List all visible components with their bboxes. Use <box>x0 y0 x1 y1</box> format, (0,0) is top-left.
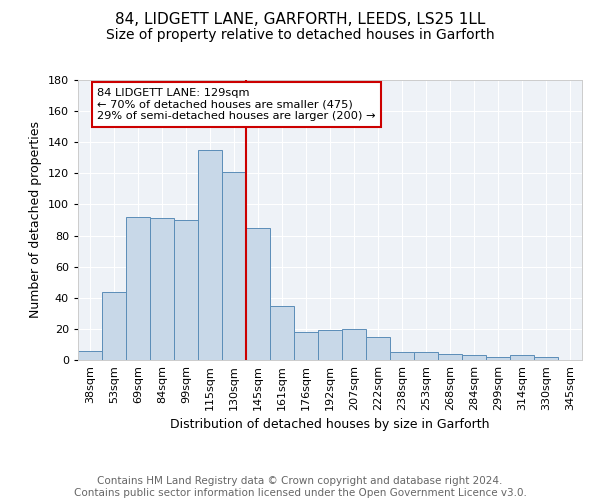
Bar <box>414 352 438 360</box>
Bar <box>198 150 222 360</box>
Bar <box>102 292 126 360</box>
Text: Contains HM Land Registry data © Crown copyright and database right 2024.
Contai: Contains HM Land Registry data © Crown c… <box>74 476 526 498</box>
Bar <box>246 228 270 360</box>
Text: 84 LIDGETT LANE: 129sqm
← 70% of detached houses are smaller (475)
29% of semi-d: 84 LIDGETT LANE: 129sqm ← 70% of detache… <box>97 88 376 121</box>
Bar <box>318 330 342 360</box>
Bar <box>534 357 558 360</box>
Bar <box>390 352 414 360</box>
Bar <box>150 218 174 360</box>
Text: 84, LIDGETT LANE, GARFORTH, LEEDS, LS25 1LL: 84, LIDGETT LANE, GARFORTH, LEEDS, LS25 … <box>115 12 485 28</box>
Bar <box>486 357 510 360</box>
Y-axis label: Number of detached properties: Number of detached properties <box>29 122 42 318</box>
Bar <box>222 172 246 360</box>
Text: Size of property relative to detached houses in Garforth: Size of property relative to detached ho… <box>106 28 494 42</box>
Bar <box>294 332 318 360</box>
Bar <box>342 329 366 360</box>
Bar <box>510 356 534 360</box>
Bar <box>462 356 486 360</box>
Bar <box>438 354 462 360</box>
Bar <box>366 336 390 360</box>
Bar <box>174 220 198 360</box>
Bar <box>78 350 102 360</box>
X-axis label: Distribution of detached houses by size in Garforth: Distribution of detached houses by size … <box>170 418 490 432</box>
Bar <box>270 306 294 360</box>
Bar <box>126 217 150 360</box>
